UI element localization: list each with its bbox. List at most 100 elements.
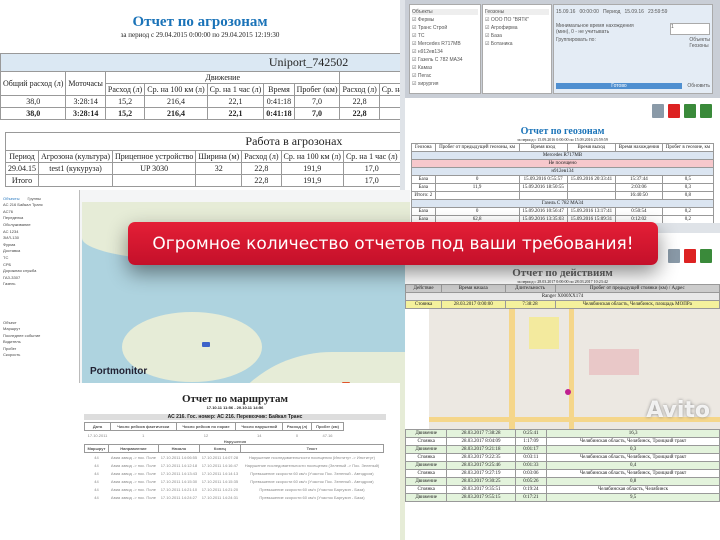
min-time-input[interactable]: 1 (670, 23, 710, 35)
tree-item[interactable]: ☑ ООО ПО "ВЯТК" (485, 17, 530, 23)
pdf-icon[interactable] (668, 104, 680, 118)
summary-table: Дата Число рейсов фактически Число рейсов … (83, 422, 344, 439)
column-header: Ср. на 1 час (л) (206, 83, 265, 96)
table-cell: 17.10.2011 14:24:31 (201, 494, 239, 500)
column-header: Пробег (км) (293, 83, 341, 96)
movement-table: Uniport_742502 Общий расход (л) Моточасы Дв… (0, 53, 400, 120)
column-header: Время начала (441, 284, 506, 293)
radio-geozones[interactable]: Геозоны (689, 43, 709, 49)
objects-tree[interactable]: Объекты ☑ Фермы ☑ Транс Строй ☑ ТС ☑ Mercede… (409, 4, 481, 94)
column-header: Пробег от предыдущей стоянки (км) / Адре… (554, 284, 720, 293)
tree-item[interactable]: Фурма (3, 241, 16, 247)
violations-label: Нарушения (223, 439, 247, 444)
tree-item[interactable]: СРБ (3, 261, 12, 267)
date-from-field[interactable]: 15.09.16 (556, 9, 576, 15)
tab-groups[interactable]: Группы (27, 195, 41, 201)
property-label: Скорость (3, 352, 21, 358)
table-cell: 11,9 (434, 183, 520, 192)
table-row: База 0 15.09.2016 10:56:47 15.09.2016 13:17… (411, 207, 715, 216)
tree-item[interactable]: ☑ Агрофирма (485, 25, 518, 31)
tree-item[interactable]: Обслуживание (3, 221, 31, 227)
vehicle-marker[interactable] (202, 342, 210, 347)
tree-item[interactable]: ЗИЛ-130 (3, 235, 19, 241)
geozones-tree[interactable]: Геозоны ☑ ООО ПО "ВЯТК" ☑ Агрофирма ☑ База ☑… (482, 4, 552, 94)
table-cell: 0:41:18 (263, 95, 295, 108)
excel-icon[interactable] (684, 104, 696, 118)
device-header: Uniport_742502 (0, 53, 400, 72)
table-row: Период Агрозона (культура) Прицепное устро… (5, 150, 400, 163)
table-row: Движение 28.03.2017 7:38:28 0:25:41 16,3 (405, 429, 720, 438)
table-cell: 17.10.2011 14:06:55 (160, 454, 198, 460)
tree-item[interactable]: Дорожная служба (3, 268, 37, 274)
table-cell: Нарушение последовательности посещения (… (244, 462, 380, 468)
tree-item[interactable]: ☑ Транс Строй (412, 25, 448, 31)
table-cell: 15.09.2016 10:56:47 (518, 207, 568, 216)
tree-item[interactable]: ☑ Пегас (412, 73, 432, 79)
print-icon[interactable] (652, 104, 664, 118)
tree-item[interactable]: АС 216 Байкал Транс (3, 202, 43, 208)
excel-icon[interactable] (700, 104, 712, 118)
period-select[interactable]: Период (602, 9, 621, 15)
table-cell: 191,9 (280, 162, 344, 175)
table-cell: 1 (142, 432, 145, 438)
table-row: 44 Авиа завод -> пос. Поле 17.10.2011 14:0… (85, 453, 384, 462)
tree-item[interactable]: ГАЗ-3307 (3, 274, 21, 280)
column-header: Расход (л) (339, 83, 380, 96)
tab-objects[interactable]: Объекты (3, 195, 20, 201)
table-cell: 28.03.2017 0:00:00 (441, 300, 506, 309)
report-title: Отчет по геозонам (520, 126, 605, 137)
table-row: База 62,8 15.09.2016 13:35:03 15.09.2016 15… (411, 215, 715, 223)
tree-item[interactable]: ☑ Камаз (412, 65, 433, 71)
tree-item[interactable]: ☑ Mercedes R717MB (412, 41, 461, 47)
table-cell: 0 (434, 207, 520, 216)
table-cell: 15,2 (104, 95, 146, 108)
tree-item[interactable]: АС76 (3, 208, 13, 214)
table-row: 44 Авиа завод -> пос. Поле 17.10.2011 14:2… (85, 485, 384, 493)
tree-item[interactable]: ☑ База (485, 33, 502, 39)
tree-item[interactable]: Переделка (3, 215, 24, 221)
table-cell: Авиа завод -> пос. Поле (110, 494, 156, 500)
refresh-button[interactable]: Обновить (687, 83, 710, 89)
time-to-field[interactable]: 23:59:59 (647, 9, 668, 15)
tree-item[interactable]: ☑ н912ев134 (412, 49, 443, 55)
street-map[interactable]: Avito (429, 309, 720, 429)
tree-item[interactable]: АС 1234 (3, 228, 19, 234)
table-row: Геозона Пробег от предыдущей геозоны, км В… (411, 143, 715, 152)
tree-item[interactable]: ТС (3, 254, 9, 260)
tree-item[interactable]: ☑ Фермы (412, 17, 435, 23)
column-header: Длительность (504, 284, 556, 293)
property-label: Водитель (3, 339, 21, 345)
table-cell: 38,0 (0, 107, 67, 120)
location-marker[interactable] (565, 389, 571, 395)
tree-item[interactable]: ☑ Газель С 782 МА34 (412, 57, 463, 63)
table-cell: 0,8 (546, 477, 720, 486)
time-from-field[interactable]: 00:00:00 (579, 9, 599, 15)
tree-item[interactable]: ☑ Ботаника (485, 41, 513, 47)
tree-item[interactable]: Доставка (3, 248, 21, 254)
table-row: Работа в агрозонах (5, 132, 400, 151)
column-header: Работа (339, 71, 400, 84)
tree-item[interactable]: Газель (3, 281, 16, 287)
table-cell: 22,8 (339, 95, 380, 108)
radio-objects[interactable]: Объекты (689, 37, 710, 43)
group-note: Не посещено (411, 159, 714, 168)
excel-icon[interactable] (700, 249, 712, 263)
table-row: Mercedes R717MB (411, 151, 714, 160)
column-header: Прицепное устройство (112, 150, 197, 163)
table-cell: UP 3030 (112, 162, 197, 175)
build-button[interactable]: Готово (556, 83, 682, 89)
geozone-report-dialog: Объекты ☑ Фермы ☑ Транс Строй ☑ ТС ☑ Mercede… (405, 0, 720, 98)
table-cell: 17,0 (342, 174, 400, 187)
table-cell: 15:37:44 (614, 175, 663, 184)
date-to-field[interactable]: 15.09.16 (624, 9, 644, 15)
pdf-icon[interactable] (684, 249, 696, 263)
table-row: Стоянка 28.03.2017 9:35:51 0:19:24 Челябинс… (405, 485, 720, 494)
property-label: Последнее событие (3, 332, 41, 338)
tree-item[interactable]: ☑ ТС (412, 33, 425, 39)
column-header: Ср. на 1 час (л) (342, 150, 400, 163)
tree-item[interactable]: ☑ хирургия (412, 81, 439, 87)
table-cell: 38,0 (0, 95, 67, 108)
table-cell: Стоянка (405, 469, 448, 478)
agrozone-work-table: Работа в агрозонах Период Агрозона (культу… (5, 132, 400, 187)
print-icon[interactable] (668, 249, 680, 263)
